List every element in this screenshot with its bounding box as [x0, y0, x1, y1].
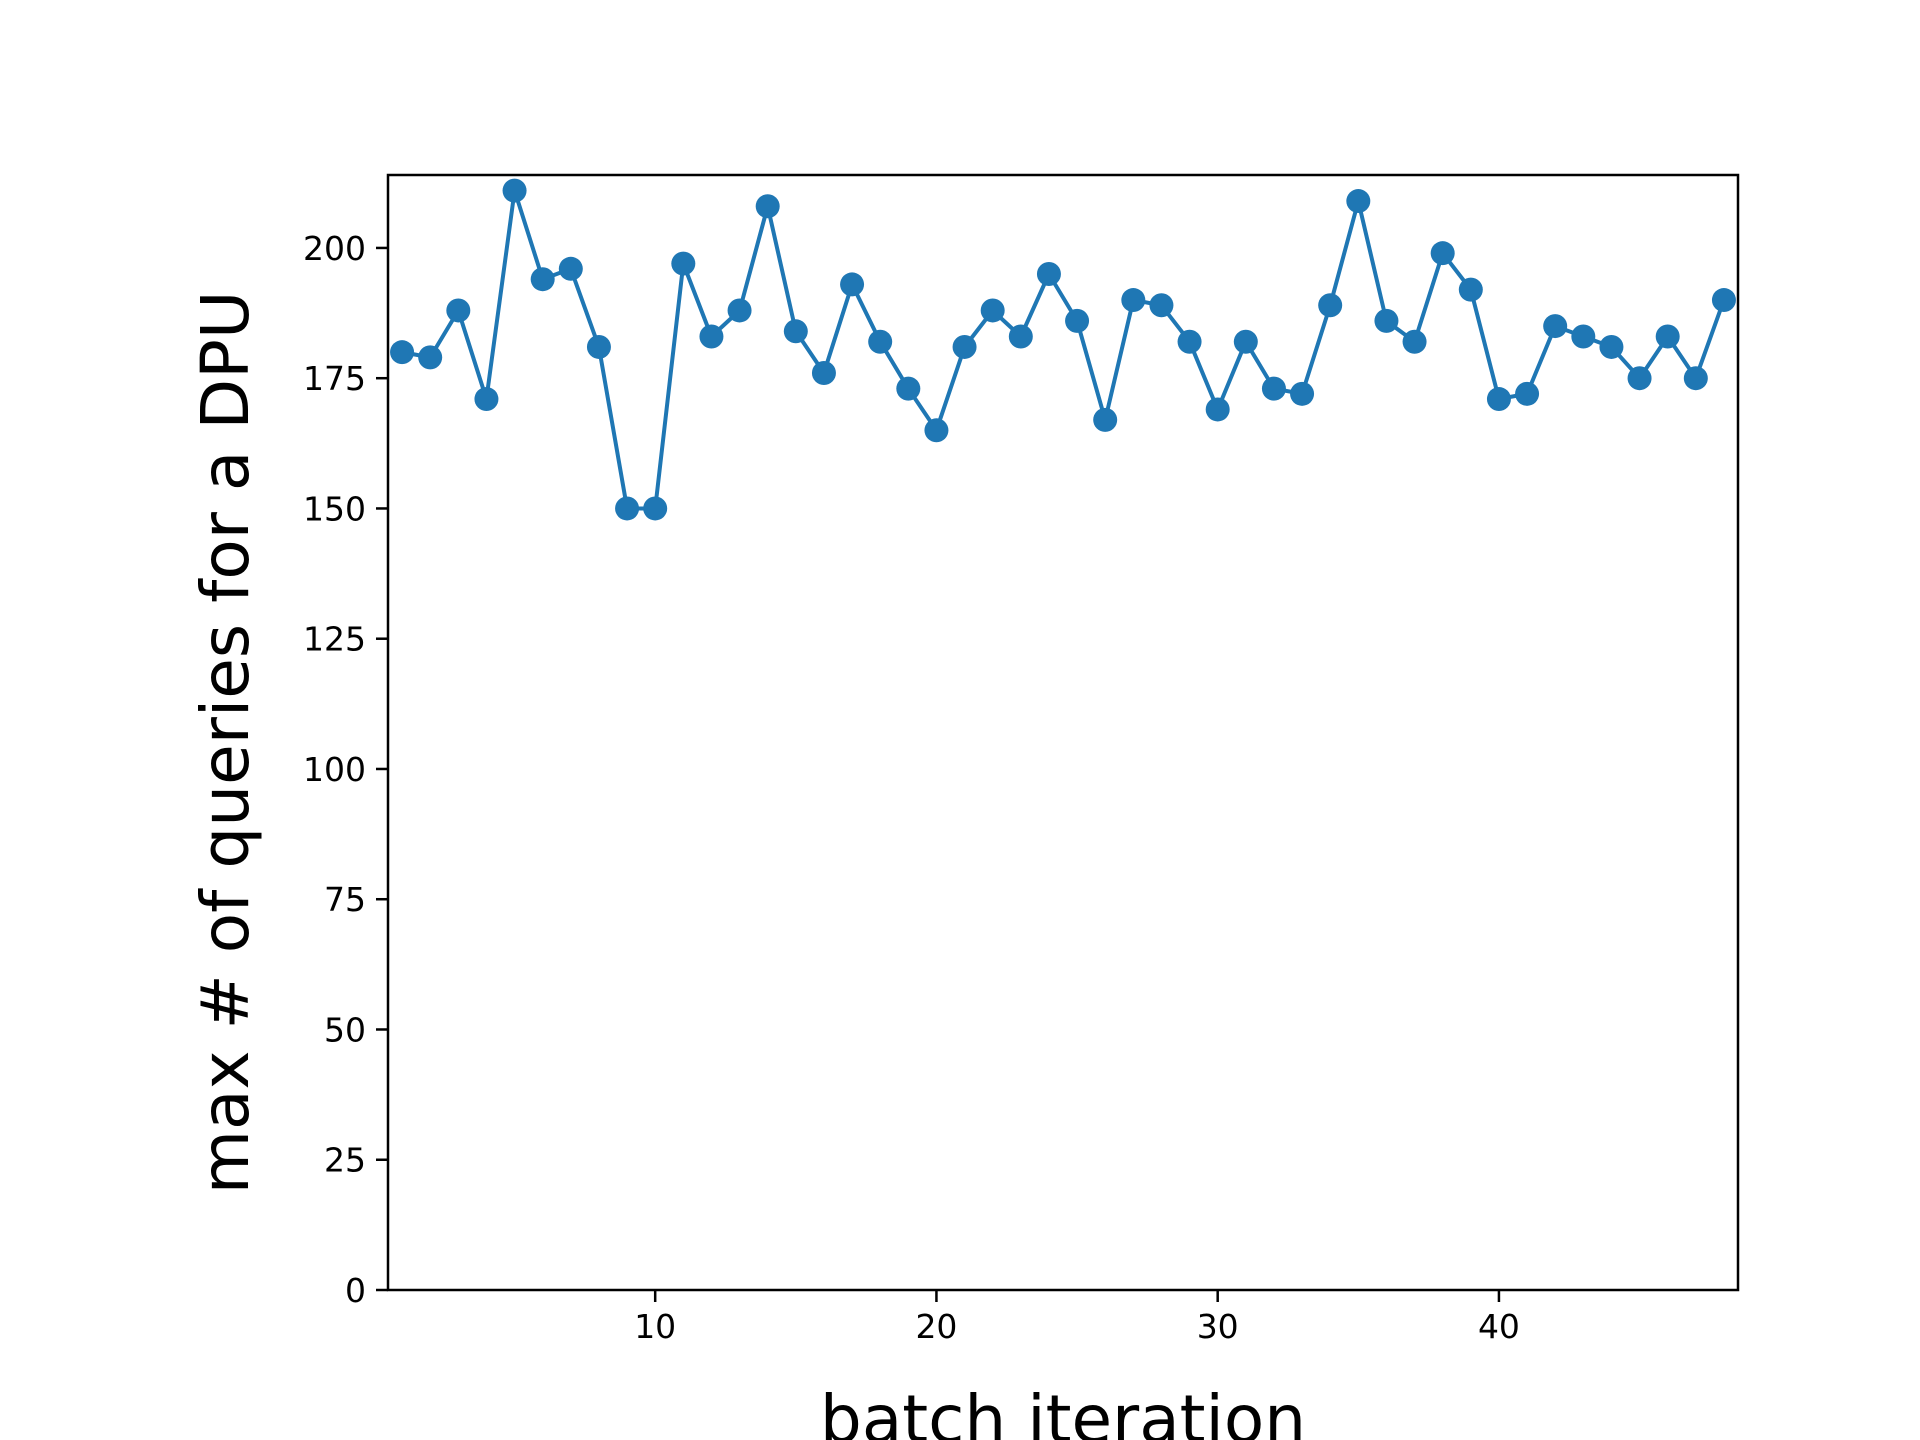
y-tick-label: 125	[303, 620, 366, 659]
data-point	[783, 319, 808, 344]
data-point	[1205, 397, 1230, 422]
data-point	[615, 496, 640, 521]
y-tick-label: 200	[303, 229, 366, 268]
data-point	[1543, 314, 1568, 339]
data-point	[1036, 261, 1061, 286]
plot-area	[388, 175, 1738, 1290]
y-tick-label: 100	[303, 750, 366, 789]
data-point	[811, 360, 836, 385]
data-point	[474, 387, 499, 412]
data-point	[1290, 381, 1315, 406]
data-point	[1515, 381, 1540, 406]
data-point	[1374, 308, 1399, 333]
x-axis-label: batch iteration	[820, 1381, 1306, 1440]
x-tick-label: 40	[1478, 1307, 1520, 1346]
data-point	[755, 194, 780, 219]
data-point	[1711, 288, 1736, 313]
data-point	[924, 418, 949, 443]
data-point	[952, 334, 977, 359]
data-point	[1149, 293, 1174, 318]
data-point	[418, 345, 443, 370]
data-point	[1655, 324, 1680, 349]
data-point	[1346, 189, 1371, 214]
data-point	[1261, 376, 1286, 401]
y-axis-ticks: 0 25 50 75 100 125 150 175 200	[303, 229, 388, 1310]
x-tick-label: 30	[1197, 1307, 1239, 1346]
x-tick-label: 10	[634, 1307, 676, 1346]
data-point	[1430, 241, 1455, 266]
x-tick-label: 20	[915, 1307, 957, 1346]
data-point	[980, 298, 1005, 323]
data-point	[1683, 366, 1708, 391]
data-point	[390, 340, 415, 365]
data-point	[699, 324, 724, 349]
y-axis-label: max # of queries for a DPU	[187, 291, 264, 1195]
data-point	[1177, 329, 1202, 354]
data-point	[1121, 288, 1146, 313]
y-tick-label: 175	[303, 359, 366, 398]
data-point	[1486, 387, 1511, 412]
data-point	[1402, 329, 1427, 354]
data-point	[446, 298, 471, 323]
y-tick-label: 150	[303, 489, 366, 528]
y-tick-label: 75	[324, 880, 366, 919]
data-point	[530, 267, 555, 292]
data-point	[840, 272, 865, 297]
data-point	[1458, 277, 1483, 302]
data-point	[868, 329, 893, 354]
data-point	[1233, 329, 1258, 354]
y-tick-label: 0	[345, 1271, 366, 1310]
data-point	[727, 298, 752, 323]
x-axis-ticks: 10 20 30 40	[634, 1290, 1520, 1346]
y-tick-label: 25	[324, 1141, 366, 1180]
data-point	[1627, 366, 1652, 391]
data-point	[1093, 407, 1118, 432]
plot-frame	[386, 173, 1740, 1292]
data-point	[502, 178, 527, 203]
data-point	[586, 334, 611, 359]
data-point	[1318, 293, 1343, 318]
series-layer	[390, 178, 1736, 521]
data-point	[1008, 324, 1033, 349]
data-point	[1571, 324, 1596, 349]
data-point	[671, 251, 696, 276]
y-tick-label: 50	[324, 1010, 366, 1049]
data-point	[643, 496, 668, 521]
data-point	[1599, 334, 1624, 359]
data-point	[1065, 308, 1090, 333]
data-point	[896, 376, 921, 401]
data-point	[558, 256, 583, 281]
